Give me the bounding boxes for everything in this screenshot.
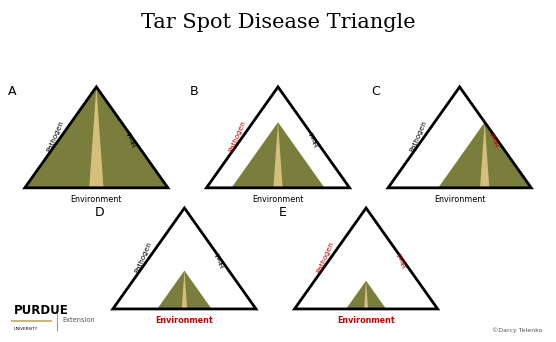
- Text: Host: Host: [214, 251, 226, 268]
- Polygon shape: [231, 122, 325, 188]
- Text: Environment: Environment: [434, 195, 485, 204]
- Text: Pathogen: Pathogen: [133, 241, 152, 274]
- Text: PURDUE: PURDUE: [14, 304, 68, 317]
- Text: Environment: Environment: [252, 195, 304, 204]
- Text: UNIVERSITY: UNIVERSITY: [14, 327, 38, 331]
- Text: Host: Host: [489, 130, 502, 147]
- Text: Host: Host: [396, 251, 408, 268]
- Polygon shape: [364, 281, 368, 309]
- Polygon shape: [480, 122, 489, 188]
- Polygon shape: [25, 87, 168, 188]
- Bar: [11, 320, 52, 323]
- Text: B: B: [190, 85, 198, 98]
- Text: Extension: Extension: [62, 317, 95, 323]
- Text: Environment: Environment: [337, 316, 395, 325]
- Text: Pathogen: Pathogen: [409, 119, 428, 153]
- Text: Pathogen: Pathogen: [46, 119, 64, 153]
- Text: Environment: Environment: [156, 316, 214, 325]
- Text: A: A: [8, 85, 17, 98]
- Polygon shape: [182, 271, 187, 309]
- Polygon shape: [89, 87, 103, 188]
- Polygon shape: [438, 122, 531, 188]
- Text: ©Darcy Telenko: ©Darcy Telenko: [492, 328, 542, 333]
- Text: C: C: [371, 85, 380, 98]
- Text: Pathogen: Pathogen: [315, 241, 334, 274]
- Polygon shape: [157, 271, 212, 309]
- Text: Host: Host: [126, 130, 138, 147]
- Text: E: E: [279, 206, 286, 219]
- Text: Environment: Environment: [71, 195, 122, 204]
- Polygon shape: [274, 122, 282, 188]
- Text: Tar Spot Disease Triangle: Tar Spot Disease Triangle: [141, 13, 415, 32]
- Polygon shape: [346, 281, 386, 309]
- Text: D: D: [95, 206, 105, 219]
- Text: Pathogen: Pathogen: [227, 119, 246, 153]
- Text: Host: Host: [307, 130, 320, 147]
